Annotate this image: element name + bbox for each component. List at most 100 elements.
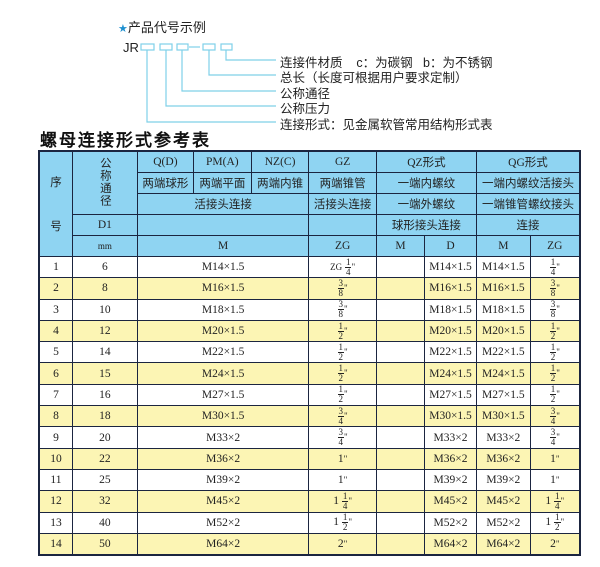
table-row: 11 25 M39×2 1" M39×2 M39×2 1"	[38, 468, 581, 492]
cell-d1: 16	[71, 383, 138, 407]
cell-gz-zg: 1 1 2 "	[308, 511, 377, 534]
cell-gz-zg: 1"	[308, 468, 377, 492]
cell-d1: 12	[71, 319, 138, 343]
header-cell: 两端锥管	[308, 172, 377, 194]
cell-m: M18×1.5	[136, 298, 310, 321]
cell-d1: 18	[71, 405, 138, 428]
cell-qg-m: M45×2	[475, 490, 531, 513]
header-cell: 活接头连接	[308, 193, 377, 215]
code-diagram	[140, 43, 276, 123]
cell-m: M24×1.5	[136, 362, 310, 385]
cell-qz-m	[375, 532, 426, 556]
cell-qg-zg: 1 1 2 "	[529, 511, 581, 534]
cell-qg-zg: 3 4 "	[529, 405, 581, 428]
star-icon: ★	[118, 23, 128, 35]
leader-line-3	[181, 50, 276, 92]
header-cell: QG形式	[475, 150, 581, 173]
leader-line-4	[165, 50, 276, 107]
cell-qz-d: M39×2	[424, 468, 477, 492]
header-cell: ZG	[529, 235, 581, 257]
cell-qz-m	[375, 426, 426, 449]
header-cell: NZ(C)	[250, 150, 310, 173]
cell-d1: 15	[71, 362, 138, 385]
header-cell: 一端外螺纹	[375, 193, 477, 215]
table-row: 13 40 M52×2 1 1 2 " M52×2 M52×2 1 1 2 "	[38, 511, 581, 534]
cell-qz-m	[375, 277, 426, 300]
cell-no: 1	[38, 255, 73, 279]
cell-qg-m: M20×1.5	[475, 319, 531, 343]
cell-m: M16×1.5	[136, 277, 310, 300]
cell-no: 5	[38, 341, 73, 364]
cell-m: M45×2	[136, 490, 310, 513]
header-cell: 活接头连接	[136, 193, 310, 215]
cell-qg-zg: 2"	[529, 532, 581, 556]
header-seq: 序号	[38, 150, 73, 257]
cell-qg-m: M18×1.5	[475, 298, 531, 321]
header-cell: 两端内锥	[250, 172, 310, 194]
cell-gz-zg: 1 2 "	[308, 383, 377, 407]
cell-no: 2	[38, 277, 73, 300]
cell-no: 13	[38, 511, 73, 534]
cell-qz-m	[375, 383, 426, 407]
table-row: 12 32 M45×2 1 1 4 " M45×2 M45×2 1 1 4 "	[38, 490, 581, 513]
header-cell: GZ	[308, 150, 377, 173]
legend-label-connection: 连接形式：见金属软管常用结构形式表	[280, 118, 493, 132]
cell-qz-d: M16×1.5	[424, 277, 477, 300]
header-cell: 两端平面	[192, 172, 252, 194]
table-title: 螺母连接形式参考表	[40, 131, 211, 151]
cell-gz-zg: 1 2 "	[308, 341, 377, 364]
table-row: 14 50 M64×2 2" M64×2 M64×2 2"	[38, 532, 581, 556]
cell-qz-d: M27×1.5	[424, 383, 477, 407]
cell-qz-m	[375, 255, 426, 279]
header-cell: D	[424, 235, 477, 257]
cell-d1: 32	[71, 490, 138, 513]
table-row: 9 20 M33×2 3 4 " M33×2 M33×2 3 4 "	[38, 426, 581, 449]
leader-line-5	[146, 50, 276, 123]
legend-title: ★产品代号示例	[118, 17, 206, 36]
cell-qg-m: M64×2	[475, 532, 531, 556]
cell-qg-m: M27×1.5	[475, 383, 531, 407]
cell-no: 9	[38, 426, 73, 449]
cell-gz-zg: 3 8 "	[308, 277, 377, 300]
cell-qg-m: M33×2	[475, 426, 531, 449]
cell-qz-d: M64×2	[424, 532, 477, 556]
cell-qg-zg: 3 4 "	[529, 426, 581, 449]
code-box-3	[176, 43, 189, 51]
cell-gz-zg: 3 4 "	[308, 426, 377, 449]
table-row: 5 14 M22×1.5 1 2 " M22×1.5 M22×1.5 1 2 "	[38, 341, 581, 364]
cell-m: M30×1.5	[136, 405, 310, 428]
cell-qz-d: M24×1.5	[424, 362, 477, 385]
cell-m: M33×2	[136, 426, 310, 449]
cell-m: M39×2	[136, 468, 310, 492]
header-cell: Q(D)	[136, 150, 194, 173]
cell-d1: 6	[71, 255, 138, 279]
header-cell: 连接	[475, 214, 581, 236]
header-d1: D1	[71, 214, 138, 236]
cell-qz-d: M30×1.5	[424, 405, 477, 428]
header-cell: 球形接头连接	[375, 214, 477, 236]
legend-title-text: 产品代号示例	[127, 20, 206, 35]
header-cell	[136, 214, 310, 236]
cell-qg-zg: 1"	[529, 447, 581, 470]
cell-qg-zg: 1 1 4 "	[529, 490, 581, 513]
cell-d1: 50	[71, 532, 138, 556]
cell-qz-d: M18×1.5	[424, 298, 477, 321]
cell-qg-m: M14×1.5	[475, 255, 531, 279]
cell-qg-m: M36×2	[475, 447, 531, 470]
cell-qz-d: M52×2	[424, 511, 477, 534]
cell-gz-zg: 1 2 "	[308, 362, 377, 385]
cell-qz-d: M33×2	[424, 426, 477, 449]
table-row: 3 10 M18×1.5 3 8 " M18×1.5 M18×1.5 3 8 "	[38, 298, 581, 321]
code-prefix: JR	[123, 40, 139, 55]
